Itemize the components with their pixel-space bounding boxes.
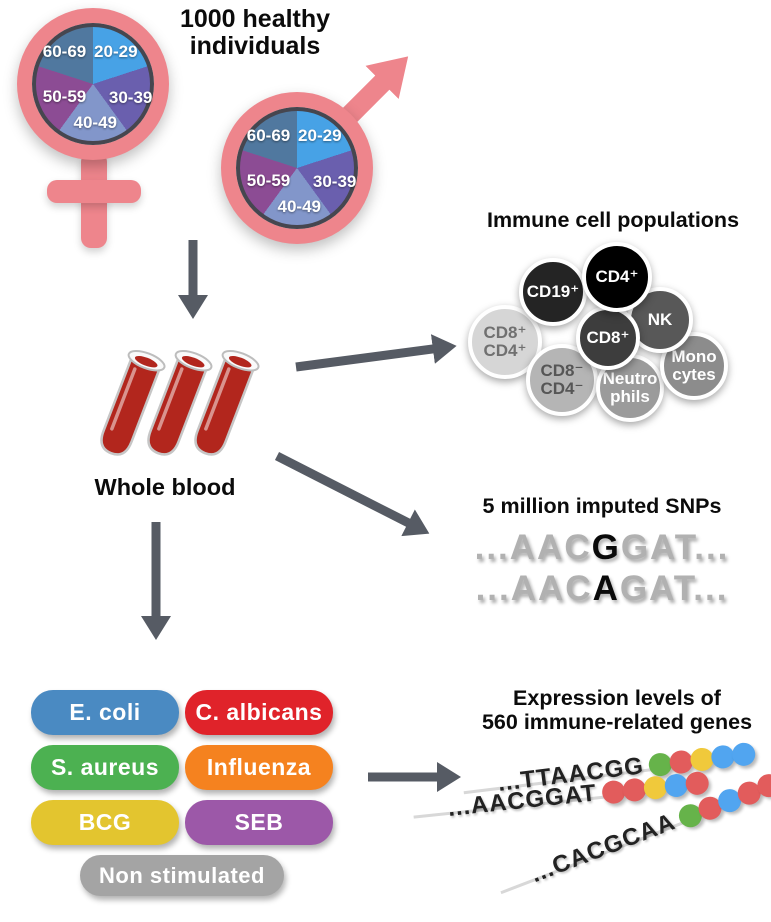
expression-dot-blue — [663, 772, 689, 798]
page-title-line2: individuals — [189, 32, 321, 60]
stimulus-label: C. albicans — [195, 699, 323, 725]
age-group-label: 60-69 — [42, 42, 87, 62]
expression-dot-red — [684, 770, 710, 796]
snp-seq-prefix: ...AAC — [474, 528, 592, 567]
immune-cell-label: CD4⁻ — [540, 379, 584, 398]
immune-cell-label: NK — [647, 310, 673, 329]
snp-seq-suffix: GAT... — [620, 528, 730, 567]
blood-tube — [147, 349, 213, 456]
age-group-label: 50-59 — [246, 170, 291, 190]
expression-title-line1: Expression levels of — [513, 686, 721, 710]
stimulus-pill-seb: SEB — [185, 800, 333, 845]
immune-cell-label: CD4⁺ — [595, 267, 639, 286]
gene-sequence-text: ...CACGCAA — [526, 808, 680, 889]
immune-cell-cd4pos: CD4⁺ — [582, 242, 652, 312]
immune-cell-label: Neutro — [602, 369, 658, 388]
expression-title: Expression levels of 560 immune-related … — [452, 686, 771, 734]
stimulus-pill-influenza: Influenza — [185, 745, 333, 790]
stimulus-label: Non stimulated — [99, 862, 265, 888]
snp-sequence-ref: ...AACGGAT... — [428, 527, 771, 568]
expression-dot-blue — [730, 741, 757, 767]
immune-cell-label: phils — [610, 387, 650, 406]
immune-cell-label: CD8⁻ — [540, 361, 584, 380]
age-group-label: 30-39 — [108, 87, 153, 107]
immune-cell-label: Mono — [671, 347, 717, 366]
immune-populations-title: Immune cell populations — [486, 208, 740, 232]
stimulus-pill-c-albicans: C. albicans — [185, 690, 333, 735]
stimulus-label: E. coli — [69, 699, 141, 725]
stimuli-list: E. coli C. albicans S. aureus Influenza BCG S… — [31, 690, 333, 896]
arrow-stimuli-to-expression — [368, 762, 461, 792]
snp-seq-suffix: GAT... — [619, 569, 729, 608]
immune-cell-label: CD8⁺ — [586, 328, 630, 347]
immune-cell-label: CD19⁺ — [526, 282, 580, 301]
immune-cell-label: CD4⁺ — [483, 341, 527, 360]
whole-blood-label: Whole blood — [94, 474, 236, 500]
age-group-label: 20-29 — [94, 42, 138, 62]
immune-cell-label: CD8⁺ — [483, 323, 527, 342]
snp-sequences: ...AACGGAT... ...AACAGAT... — [428, 527, 771, 609]
snp-sequence-alt: ...AACAGAT... — [428, 568, 771, 609]
snp-seq-prefix: ...AAC — [475, 569, 593, 608]
blood-tube — [194, 349, 260, 456]
page-title: 1000 healthy individuals — [140, 6, 370, 60]
snps-title: 5 million imputed SNPs — [482, 494, 722, 518]
stimulus-label: BCG — [78, 809, 132, 835]
age-group-label: 60-69 — [246, 126, 291, 146]
male-age-pie-chart: 20-29 30-39 40-49 50-59 60-69 — [236, 107, 358, 229]
stimulus-label: Influenza — [206, 754, 312, 780]
age-group-label: 40-49 — [277, 196, 322, 216]
female-symbol-cross-horizontal — [47, 180, 141, 203]
immune-cell-cd8neg-cd4neg: CD8⁻ CD4⁻ — [526, 344, 598, 416]
expression-title-line2: 560 immune-related genes — [481, 710, 753, 734]
snp-variant-allele: G — [591, 528, 621, 567]
stimulus-pill-non-stimulated: Non stimulated — [80, 855, 284, 896]
stimulus-label: S. aureus — [50, 754, 160, 780]
expression-dot-red — [600, 779, 626, 805]
stimulus-pill-e-coli: E. coli — [31, 690, 179, 735]
female-age-pie-chart: 20-29 30-39 40-49 50-59 60-69 — [32, 23, 154, 145]
age-group-label: 30-39 — [312, 171, 357, 191]
age-group-label: 50-59 — [42, 86, 87, 106]
age-group-label: 20-29 — [298, 126, 342, 146]
blood-tube — [100, 349, 166, 456]
stimulus-pill-bcg: BCG — [31, 800, 179, 845]
expression-dot-red — [621, 776, 647, 803]
stimulus-label: SEB — [234, 809, 284, 835]
snp-variant-allele: A — [592, 569, 620, 608]
expression-dot-yellow — [642, 774, 668, 800]
stimulus-pill-s-aureus: S. aureus — [31, 745, 179, 790]
immune-cell-label: cytes — [672, 365, 716, 384]
age-group-label: 40-49 — [73, 112, 118, 132]
blood-tubes-illustration — [100, 349, 260, 456]
page-title-line1: 1000 healthy — [179, 5, 331, 33]
